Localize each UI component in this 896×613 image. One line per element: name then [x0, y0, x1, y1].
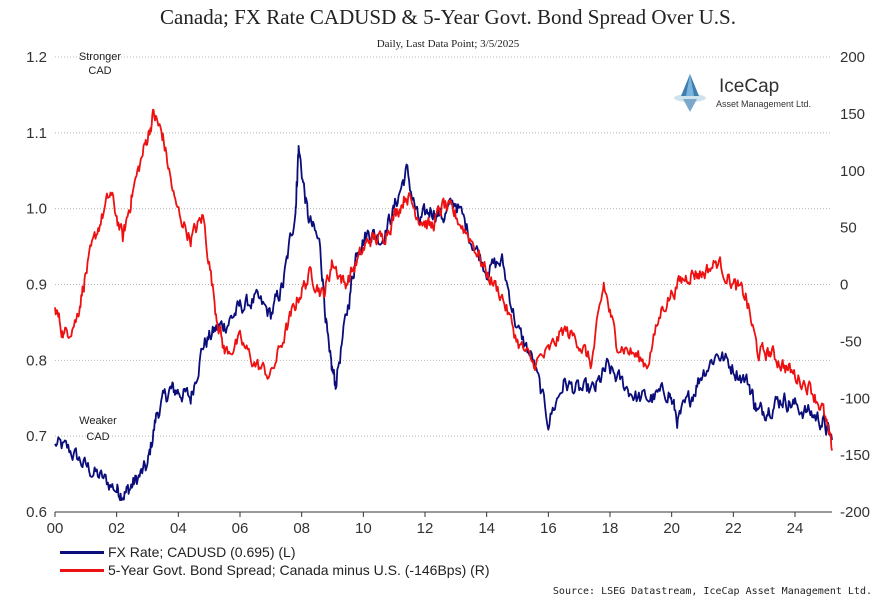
annotation-weaker-cad: CAD: [86, 431, 109, 443]
chart-title: Canada; FX Rate CADUSD & 5-Year Govt. Bo…: [160, 5, 736, 29]
x-tick-label: 06: [232, 520, 249, 537]
legend-swatch-spread: [60, 568, 104, 572]
grid-lines: [55, 56, 832, 437]
y-right-tick-label: 150: [840, 106, 865, 123]
y-right-tick-label: -100: [840, 390, 870, 407]
series-lines: [54, 108, 833, 501]
iceberg-icon: [674, 74, 706, 112]
x-tick-label: 22: [725, 520, 742, 537]
x-tick-label: 04: [170, 520, 187, 537]
y-right-tick-label: -50: [840, 333, 862, 350]
x-tick-label: 16: [540, 520, 557, 537]
x-tick-label: 00: [47, 520, 64, 537]
x-tick-label: 02: [108, 520, 125, 537]
logo-name: IceCap: [719, 76, 780, 97]
y-left-tick-label: 1.1: [26, 125, 47, 142]
y-left-tick-label: 0.9: [26, 277, 47, 294]
series-line-bond-spread: [54, 108, 833, 451]
x-tick-label: 14: [478, 520, 495, 537]
y-right-tick-label: 100: [840, 163, 865, 180]
legend-label-spread: 5-Year Govt. Bond Spread; Canada minus U…: [108, 562, 490, 578]
x-tick-label: 12: [417, 520, 434, 537]
y-right-tick-label: 200: [840, 49, 865, 66]
chart-subtitle: Daily, Last Data Point; 3/5/2025: [376, 38, 520, 50]
x-tick-label: 24: [787, 520, 804, 537]
y-left-tick-label: 1.0: [26, 201, 47, 218]
series-line-fx-rate: [54, 145, 833, 501]
annotation-stronger: Stronger: [79, 51, 122, 63]
annotation-stronger-cad: CAD: [88, 65, 111, 77]
legend-item-spread: 5-Year Govt. Bond Spread; Canada minus U…: [60, 561, 490, 579]
y-right-tick-label: -200: [840, 504, 870, 521]
logo-subtitle: Asset Management Ltd.: [716, 99, 812, 109]
y-right-tick-label: 50: [840, 220, 857, 237]
x-tick-label: 18: [602, 520, 619, 537]
axes: [54, 511, 832, 517]
y-left-tick-label: 0.8: [26, 352, 47, 369]
y-right-tick-label: -150: [840, 447, 870, 464]
annotation-weaker: Weaker: [79, 415, 117, 427]
legend-item-fx: FX Rate; CADUSD (0.695) (L): [60, 543, 490, 561]
source-note: Source: LSEG Datastream, IceCap Asset Ma…: [552, 586, 872, 597]
legend: FX Rate; CADUSD (0.695) (L) 5-Year Govt.…: [60, 543, 490, 579]
x-tick-label: 20: [663, 520, 680, 537]
y-right-tick-label: 0: [840, 277, 848, 294]
y-left-tick-label: 1.2: [26, 49, 47, 66]
tick-labels: 0.6 0.7 0.8 0.9 1.0 1.1 1.2 -200 -150 -100 -50 0 50 1…: [26, 49, 870, 537]
y-left-tick-label: 0.6: [26, 504, 47, 521]
y-left-tick-label: 0.7: [26, 428, 47, 445]
legend-swatch-fx: [60, 550, 104, 554]
x-tick-label: 08: [293, 520, 310, 537]
legend-label-fx: FX Rate; CADUSD (0.695) (L): [108, 544, 296, 560]
icecap-logo: IceCap Asset Management Ltd.: [672, 72, 832, 116]
x-tick-label: 10: [355, 520, 372, 537]
